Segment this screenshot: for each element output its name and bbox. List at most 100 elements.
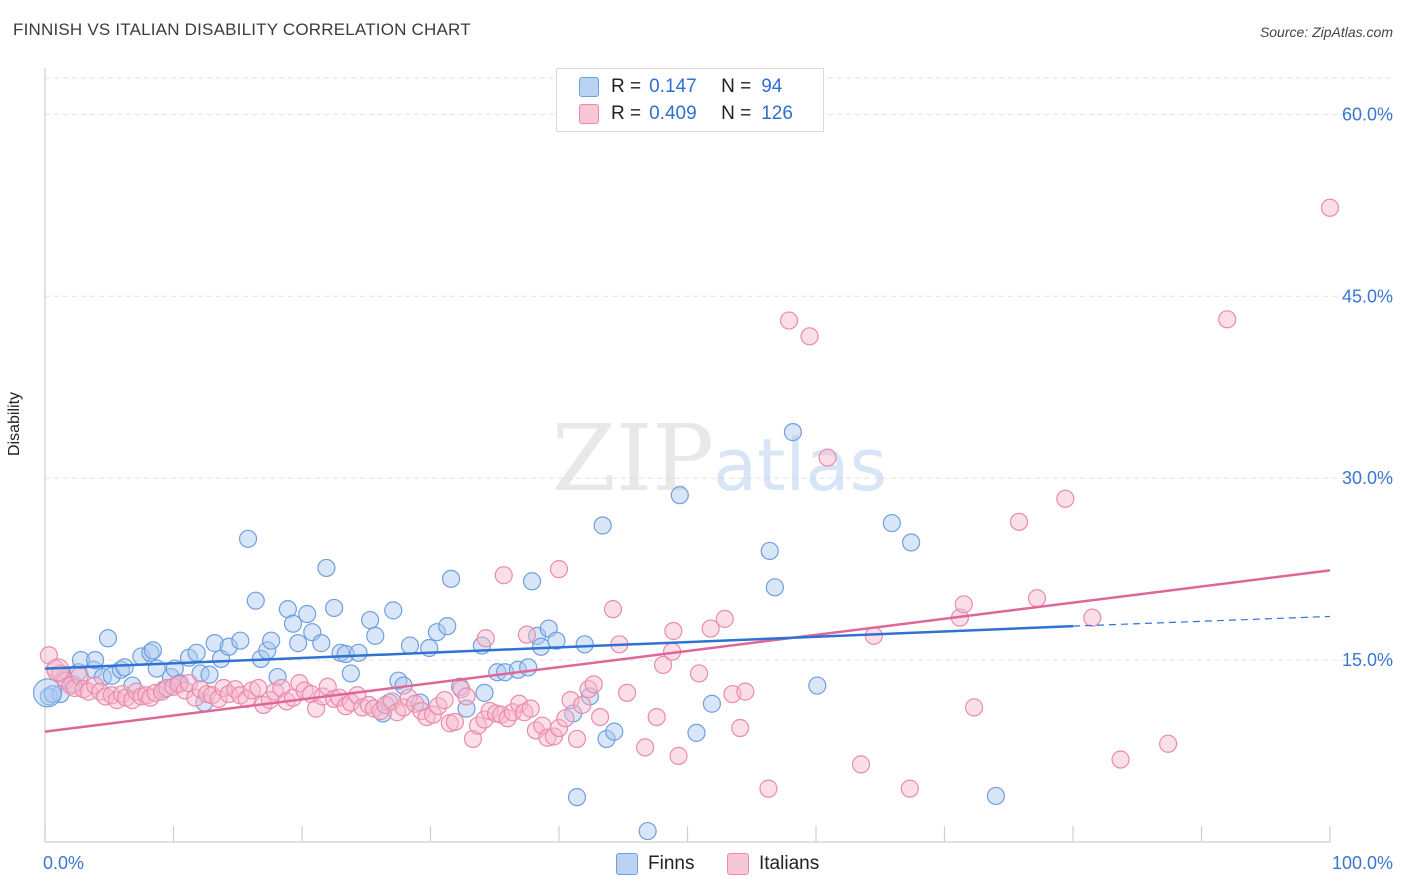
italians-point	[561, 691, 580, 710]
finns-point	[986, 786, 1006, 806]
italians-point	[1083, 608, 1102, 627]
italians-point	[635, 738, 655, 757]
bottom-legend-italians: Italians	[727, 852, 819, 876]
finns-point	[102, 666, 121, 685]
italians-point	[964, 698, 984, 717]
italians-point	[647, 707, 666, 727]
finns-point	[289, 634, 308, 653]
finns-point	[593, 516, 612, 535]
x-tick-label: 100.0%	[1332, 853, 1393, 873]
grid-lines	[45, 77, 1393, 661]
italians-point	[567, 729, 587, 749]
italians-point	[1158, 734, 1178, 753]
legend-r-value: 0.409	[649, 103, 697, 124]
finns-point	[808, 676, 827, 695]
italians-point	[689, 664, 709, 683]
italians-point	[556, 709, 575, 728]
italians-point	[394, 698, 413, 717]
finns-point	[441, 569, 461, 588]
italians-point	[653, 655, 673, 675]
finns-point	[765, 578, 784, 597]
finns-point	[317, 558, 336, 578]
legend-r-label: R =	[611, 76, 642, 97]
finns-point	[687, 723, 706, 742]
finns-point	[361, 610, 380, 630]
finns-point	[605, 722, 624, 741]
finns-point	[325, 598, 344, 618]
axes	[44, 68, 1331, 843]
watermark-zip: ZIP	[552, 405, 714, 512]
y-axis-title: Disability	[6, 391, 23, 456]
finns-point	[312, 634, 331, 653]
finns-point	[86, 650, 105, 670]
y-tick-label: 60.0%	[1342, 104, 1393, 124]
italians-trend-line	[44, 569, 1331, 733]
italians-point	[900, 779, 919, 798]
italians-point	[584, 675, 603, 694]
finns-swatch	[579, 77, 599, 97]
finns-point	[115, 658, 134, 677]
trend-lines	[44, 569, 1331, 733]
legend-row-finns: R = 0.147 N = 94	[579, 74, 782, 100]
legend-r-label: R =	[611, 103, 642, 124]
italians-legend-label: Italians	[759, 853, 820, 874]
italians-point	[209, 689, 228, 709]
finns-point	[219, 637, 238, 656]
finns-point	[341, 664, 360, 683]
italians-point	[476, 629, 495, 648]
finns-point	[400, 636, 420, 655]
italians-point	[475, 710, 494, 729]
italians-point	[445, 712, 465, 732]
finns-point	[246, 591, 265, 610]
italians-point	[731, 718, 750, 738]
italians-point	[549, 560, 569, 579]
finns-point	[475, 683, 494, 702]
finns-point	[298, 604, 317, 624]
legend-n-value: 94	[761, 76, 783, 97]
italians-point	[591, 707, 610, 727]
finns-point	[283, 614, 303, 633]
finns-point	[901, 533, 921, 552]
finns-trend-extension	[1072, 615, 1331, 627]
finns-point	[389, 671, 408, 690]
italians-point	[1218, 310, 1237, 329]
italians-point	[669, 746, 688, 765]
italians-point	[157, 678, 177, 698]
italians-point	[715, 609, 734, 628]
italians-point	[463, 729, 483, 749]
finns-point	[262, 631, 281, 650]
italians-point	[538, 728, 557, 747]
italians-point	[736, 682, 755, 701]
finns-point	[349, 643, 368, 662]
italians-swatch	[579, 104, 599, 124]
source-label: Source: ZipAtlas.com	[1259, 24, 1393, 40]
tick-labels: 15.0% 30.0% 45.0% 60.0% 0.0% 100.0%	[43, 104, 1393, 873]
series-finns-points	[32, 423, 1006, 841]
italians-point	[1009, 512, 1029, 531]
italians-point	[457, 687, 476, 706]
italians-point	[701, 619, 720, 638]
italians-point	[800, 327, 819, 346]
italians-point	[405, 694, 425, 713]
bottom-legend-finns: Finns	[616, 852, 694, 876]
finns-point	[336, 644, 355, 664]
finns-point	[71, 650, 91, 670]
finns-point	[575, 635, 594, 654]
finns-point	[702, 694, 722, 713]
finns-point	[205, 634, 224, 653]
finns-point	[638, 821, 657, 841]
italians-point	[46, 658, 70, 682]
italians-point	[1111, 750, 1130, 769]
italians-point	[272, 678, 291, 698]
finns-point	[567, 788, 587, 807]
legend-row-italians: R = 0.409 N = 126	[579, 101, 793, 127]
finns-point	[597, 729, 616, 749]
italians-point	[779, 311, 799, 330]
finns-point	[32, 678, 63, 708]
italians-point	[618, 683, 637, 702]
chart-title: FINNISH VS ITALIAN DISABILITY CORRELATIO…	[13, 20, 471, 39]
x-tick-label: 0.0%	[43, 853, 84, 873]
italians-point	[141, 688, 160, 707]
italians-point	[1027, 589, 1047, 608]
finns-point	[384, 601, 403, 620]
